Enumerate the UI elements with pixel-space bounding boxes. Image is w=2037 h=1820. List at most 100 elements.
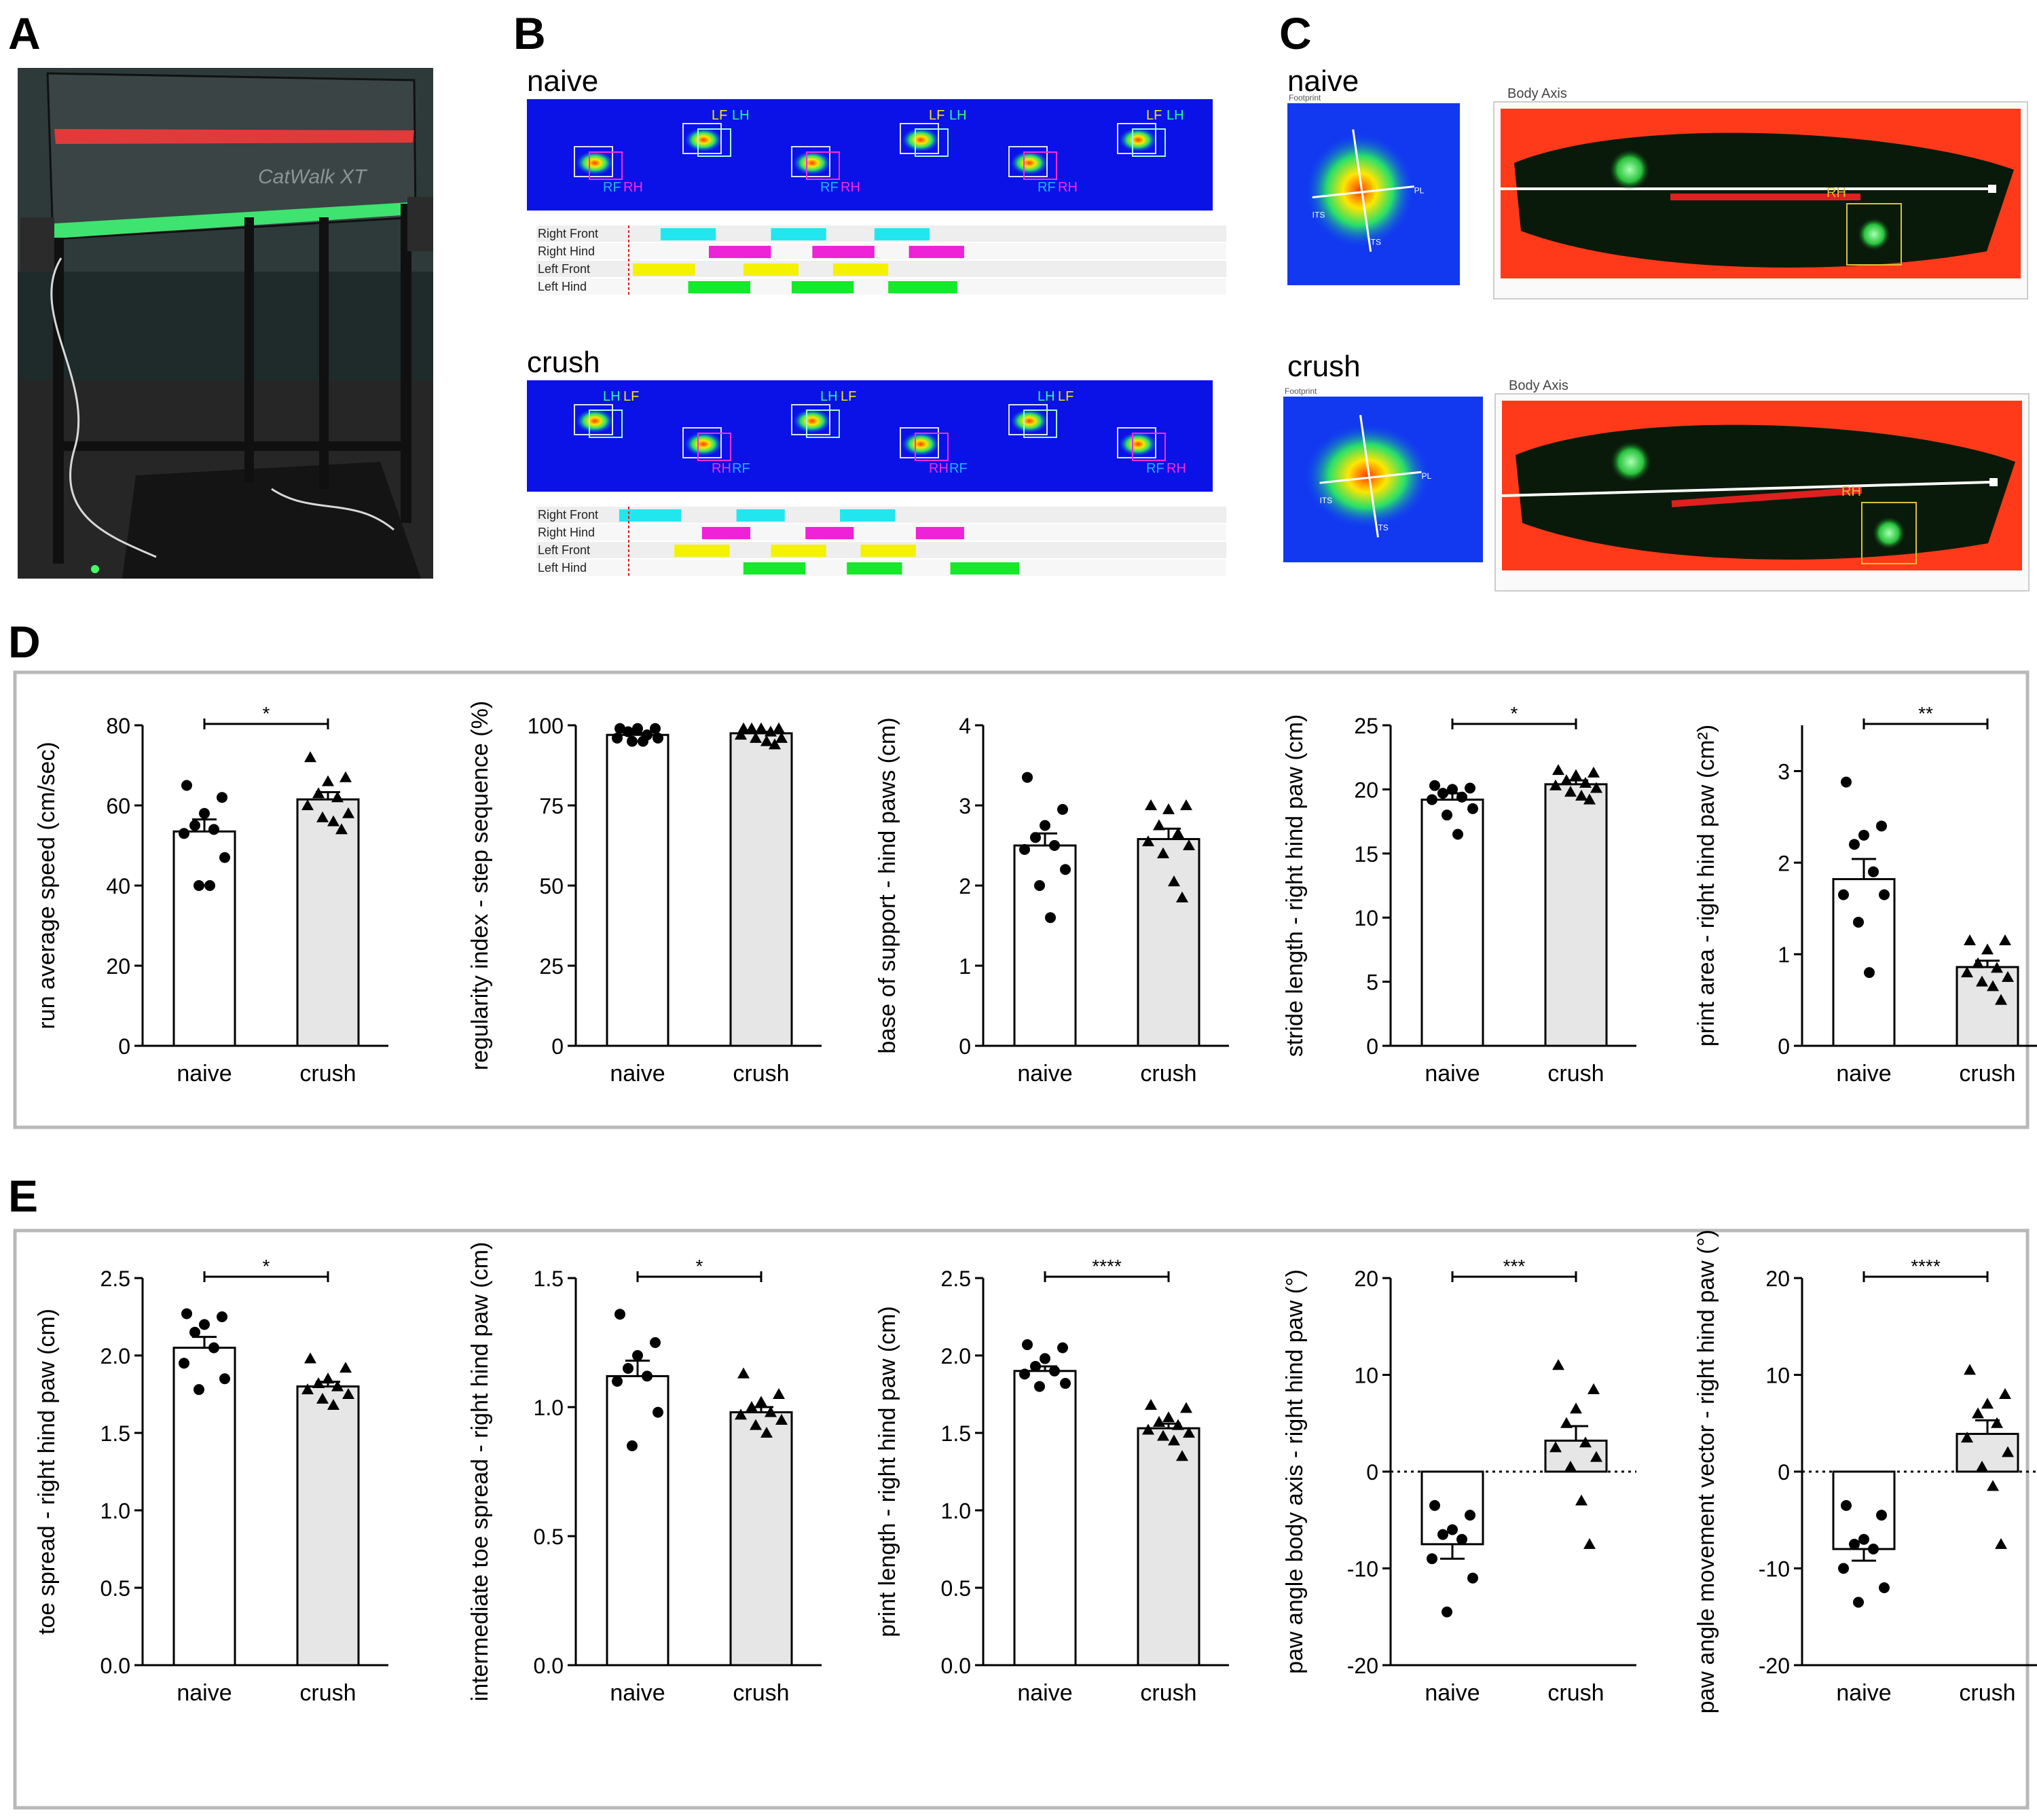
panel-letter-e: E bbox=[8, 1171, 38, 1221]
significance-label: * bbox=[696, 1256, 703, 1277]
naive-data-point bbox=[1045, 912, 1056, 924]
y-tick-label: 1.0 bbox=[100, 1499, 130, 1523]
hind-paw-glow bbox=[1858, 218, 1890, 251]
naive-data-point bbox=[1060, 1378, 1071, 1389]
chart-E-2: 0.0 0.5 1.0 1.5 intermediate toe spread - ri… bbox=[467, 1242, 822, 1706]
crush-data-point bbox=[312, 1377, 325, 1389]
paw-label: RH bbox=[1058, 180, 1078, 195]
crush-data-point bbox=[1981, 1398, 1994, 1409]
stance-bar bbox=[743, 263, 799, 276]
crush-data-point bbox=[1560, 1417, 1573, 1428]
paw-print-heat bbox=[1119, 128, 1157, 152]
crush-data-point bbox=[1583, 793, 1596, 805]
naive-data-point bbox=[1034, 1381, 1045, 1392]
naive-data-point bbox=[1442, 1606, 1452, 1618]
stance-bar bbox=[915, 527, 964, 539]
paw-print-box bbox=[1023, 151, 1057, 180]
paw-print-box bbox=[1117, 123, 1156, 154]
front-paw-glow bbox=[1611, 441, 1651, 482]
crush-data-point bbox=[340, 771, 352, 782]
chart-D-2: 0 25 50 75 100 regularity index - step sequen… bbox=[467, 701, 822, 1087]
crush-data-point bbox=[769, 738, 781, 750]
crush-data-point bbox=[1588, 1383, 1600, 1394]
naive-data-point bbox=[612, 732, 623, 744]
crush-data-point bbox=[1590, 782, 1602, 793]
stance-bar bbox=[909, 246, 964, 258]
naive-data-point bbox=[181, 1308, 192, 1320]
catwalk-photo: CatWalk XT bbox=[18, 68, 433, 579]
naive-data-point bbox=[217, 792, 227, 803]
crush-data-point bbox=[775, 731, 788, 743]
naive-data-point bbox=[1427, 1553, 1437, 1565]
timing-row-label: Left Front bbox=[538, 543, 590, 557]
crush-data-point bbox=[1995, 994, 2007, 1005]
crush-data-point bbox=[304, 751, 316, 763]
crush-data-point bbox=[327, 815, 340, 826]
paw-label: LF bbox=[712, 108, 727, 123]
paw-print-box bbox=[1132, 433, 1166, 461]
crush-bar bbox=[729, 1411, 793, 1667]
crush-data-point bbox=[1964, 1364, 1976, 1375]
x-category-label: naive bbox=[610, 1061, 665, 1087]
footprint-heat bbox=[1303, 423, 1431, 530]
naive-data-point bbox=[1447, 1524, 1458, 1535]
paw-label: RF bbox=[732, 461, 750, 476]
naive-data-point bbox=[653, 732, 663, 744]
crush-data-point bbox=[750, 1419, 762, 1430]
paw-print-heat bbox=[576, 151, 614, 175]
panel-e-frame bbox=[13, 1228, 2030, 1810]
chart-D-3: 0 1 2 3 4 base of support - hind paws (cm) nai… bbox=[875, 714, 1229, 1087]
crush-bar bbox=[296, 1385, 360, 1667]
crush-data-point bbox=[775, 1414, 788, 1425]
x-category-label: crush bbox=[1959, 1061, 2015, 1087]
crush-data-point bbox=[1145, 799, 1157, 810]
y-tick-label: 1.0 bbox=[941, 1499, 971, 1523]
crush-data-point bbox=[304, 1352, 316, 1364]
paw-print-heat bbox=[793, 151, 831, 175]
naive-data-point bbox=[632, 723, 643, 734]
hind-paw-glow bbox=[1873, 517, 1905, 549]
crush-data-point bbox=[1570, 1402, 1582, 1414]
y-tick-label: 0.5 bbox=[534, 1525, 564, 1549]
crush-data-point bbox=[1579, 1436, 1592, 1448]
y-tick-label: -20 bbox=[1759, 1654, 1790, 1678]
paw-label: RH bbox=[712, 461, 731, 476]
y-axis-label: paw angle body axis - right hind paw (°) bbox=[1282, 1269, 1308, 1674]
crush-data-point bbox=[335, 823, 348, 835]
stance-bar bbox=[771, 228, 826, 240]
naive-data-point bbox=[1442, 809, 1452, 821]
crush-data-point bbox=[342, 1388, 354, 1399]
x-category-label: crush bbox=[1140, 1061, 1196, 1087]
hind-paw-box bbox=[1861, 502, 1917, 564]
y-tick-label: 2.0 bbox=[941, 1344, 971, 1368]
crush-data-point bbox=[1964, 934, 1976, 945]
x-category-label: naive bbox=[177, 1061, 232, 1087]
crush-data-point bbox=[1999, 934, 2011, 945]
crush-bar bbox=[1137, 838, 1200, 1047]
crush-data-point bbox=[1995, 1537, 2007, 1549]
panel-letter-b: B bbox=[513, 8, 546, 58]
naive-data-point bbox=[181, 780, 192, 791]
toe-label: ITS bbox=[1319, 496, 1332, 505]
y-tick-label: 20 bbox=[1354, 778, 1378, 802]
crush-data-point bbox=[322, 1372, 334, 1384]
paw-label: RH bbox=[623, 180, 643, 195]
stance-bar bbox=[847, 562, 902, 575]
significance-label: ** bbox=[1918, 703, 1933, 724]
y-tick-label: 0.0 bbox=[534, 1654, 564, 1678]
paw-label: RH bbox=[1167, 461, 1186, 476]
x-category-label: crush bbox=[733, 1061, 789, 1087]
paw-label: RH bbox=[841, 180, 860, 195]
y-tick-label: 0.5 bbox=[100, 1576, 130, 1601]
crush-data-point bbox=[755, 722, 767, 733]
naive-data-point bbox=[1030, 1360, 1041, 1372]
body-axis-title: Body Axis bbox=[1509, 378, 1568, 393]
paw-label: LH bbox=[1038, 389, 1055, 404]
crush-data-point bbox=[1972, 1407, 1984, 1419]
naive-data-point bbox=[1465, 1510, 1475, 1521]
crush-data-point bbox=[340, 1362, 352, 1373]
crush-data-point bbox=[1579, 776, 1592, 788]
y-tick-label: 0.0 bbox=[100, 1654, 130, 1678]
chart-E-3: 0.0 0.5 1.0 1.5 2.0 2.5 print length - right h… bbox=[875, 1256, 1229, 1706]
naive-data-point bbox=[179, 828, 189, 839]
